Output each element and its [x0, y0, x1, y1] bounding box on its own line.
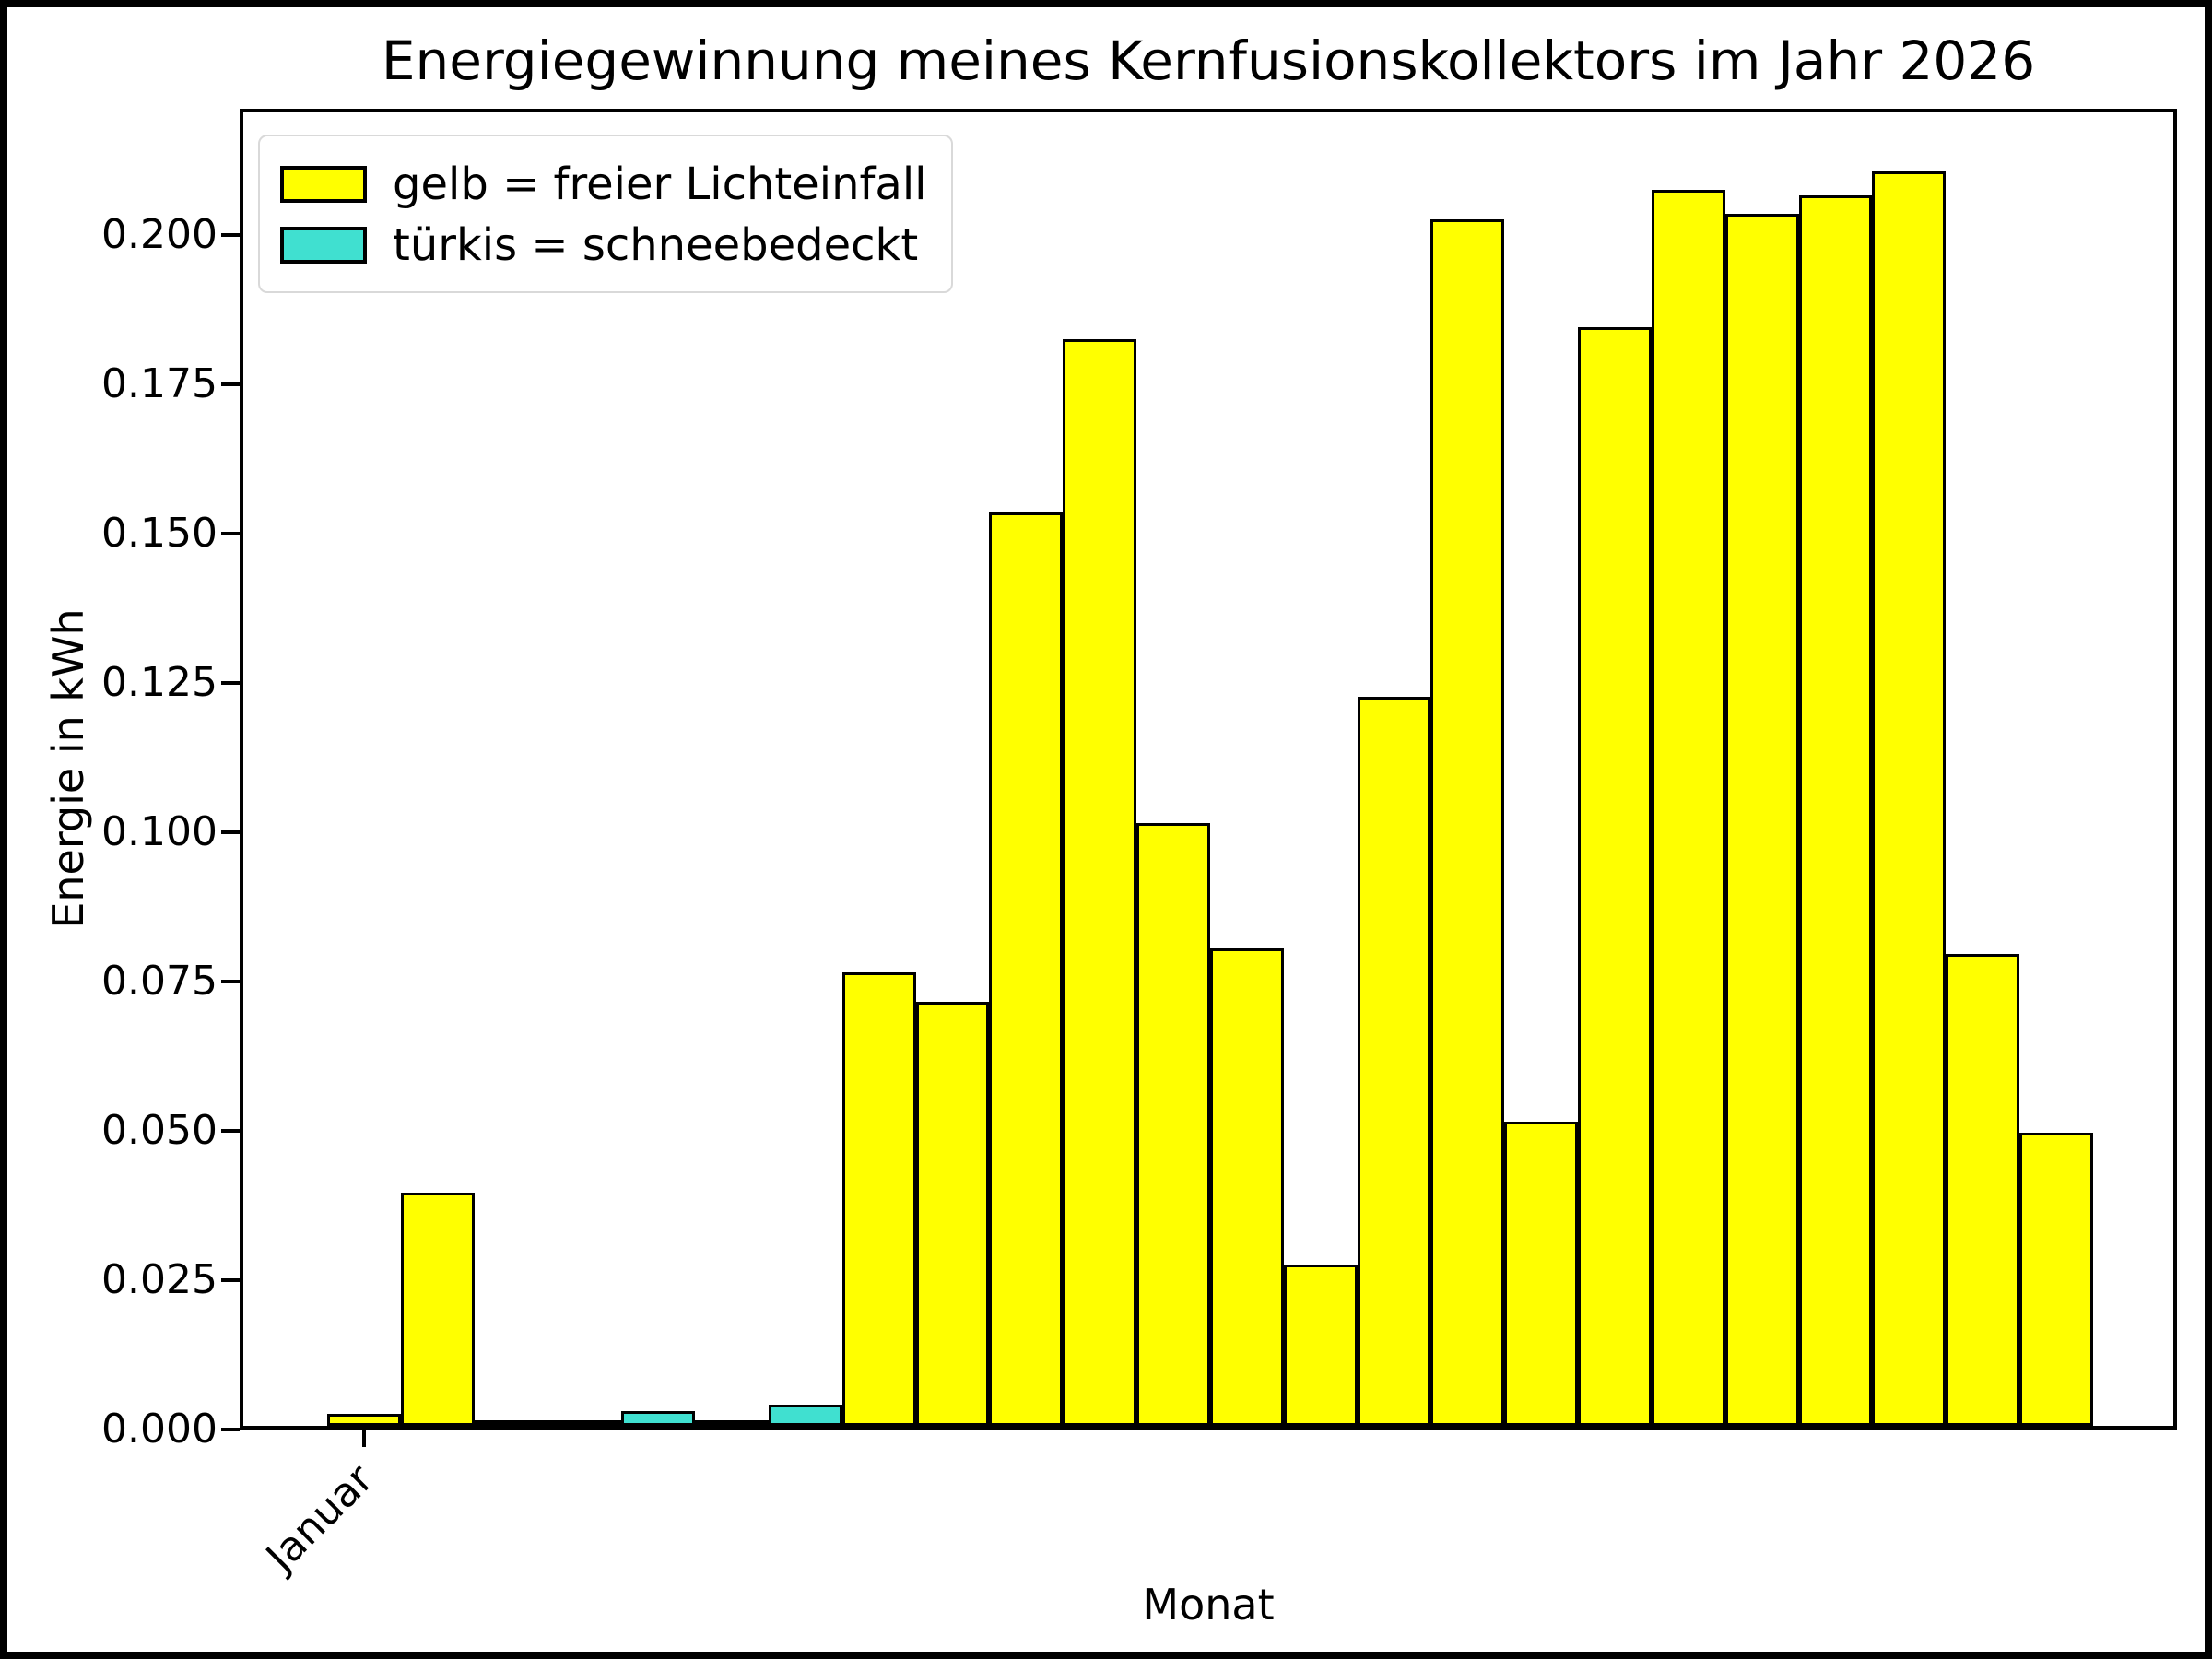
bar-22	[1872, 171, 1947, 1426]
y-tick-label-0.175: 0.175	[101, 360, 218, 407]
bar-16	[1430, 219, 1505, 1426]
bar-3	[474, 1419, 548, 1426]
bar-1	[327, 1414, 401, 1426]
y-tick-label-0.050: 0.050	[101, 1107, 218, 1154]
y-tick-mark	[221, 1129, 240, 1133]
legend-entry-yellow: gelb = freier Lichteinfall	[280, 157, 927, 212]
y-tick-mark	[221, 382, 240, 386]
plot-area: gelb = freier Lichteinfall türkis = schn…	[240, 109, 2177, 1430]
y-tick-mark	[221, 830, 240, 834]
bar-19	[1651, 189, 1725, 1426]
y-tick-mark	[221, 1428, 240, 1431]
yellow-swatch-icon	[280, 166, 367, 203]
y-tick-mark	[221, 532, 240, 535]
y-tick-label-0.075: 0.075	[101, 958, 218, 1005]
y-tick-mark	[221, 233, 240, 237]
bar-5	[621, 1410, 696, 1426]
bar-12	[1136, 822, 1210, 1426]
bar-24	[2019, 1133, 2093, 1426]
bar-23	[1946, 954, 2020, 1426]
bar-17	[1504, 1121, 1579, 1426]
legend: gelb = freier Lichteinfall türkis = schn…	[258, 135, 953, 293]
bar-4	[547, 1420, 622, 1426]
y-tick-label-0.200: 0.200	[101, 211, 218, 258]
bar-2	[400, 1193, 475, 1426]
y-axis-label: Energie in kWh	[43, 608, 93, 929]
bar-21	[1798, 195, 1873, 1426]
legend-label-yellow: gelb = freier Lichteinfall	[393, 159, 927, 210]
bar-7	[768, 1405, 842, 1426]
x-tick-label-januar: Januar	[257, 1455, 383, 1581]
bar-8	[841, 971, 916, 1426]
y-tick-label-0.125: 0.125	[101, 659, 218, 706]
legend-label-turquoise: türkis = schneebedeckt	[393, 219, 919, 271]
bar-10	[989, 512, 1064, 1426]
bar-18	[1578, 326, 1652, 1426]
y-tick-label-0.100: 0.100	[101, 808, 218, 855]
turquoise-swatch-icon	[280, 227, 367, 264]
x-axis-label: Monat	[1142, 1580, 1275, 1630]
bar-13	[1209, 947, 1284, 1426]
bar-9	[915, 1001, 990, 1426]
bar-11	[1063, 338, 1137, 1426]
y-tick-label-0.025: 0.025	[101, 1256, 218, 1303]
y-tick-label-0.150: 0.150	[101, 510, 218, 557]
y-tick-mark	[221, 1278, 240, 1282]
x-tick-mark	[362, 1430, 366, 1447]
y-tick-label-0.000: 0.000	[101, 1406, 218, 1453]
bar-15	[1357, 697, 1431, 1426]
bar-20	[1724, 213, 1799, 1426]
bar-6	[695, 1419, 769, 1426]
chart-title: Energiegewinnung meines Kernfusionskolle…	[381, 29, 2036, 92]
legend-entry-turquoise: türkis = schneebedeckt	[280, 218, 927, 273]
y-tick-mark	[221, 681, 240, 685]
y-tick-mark	[221, 980, 240, 983]
bar-14	[1283, 1265, 1358, 1426]
